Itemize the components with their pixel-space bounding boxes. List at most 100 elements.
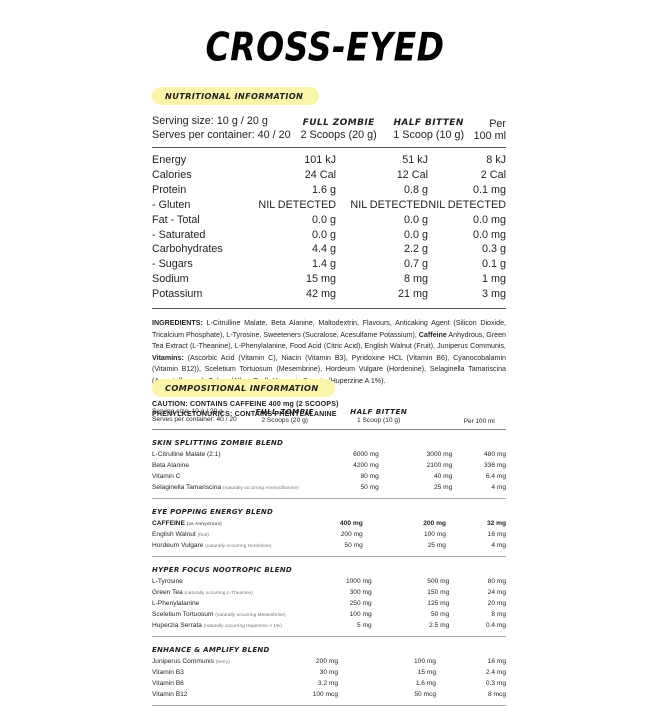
blend-value-half-bitten: 25 mg — [433, 484, 453, 491]
blend-value-full-zombie: 100 mcg — [312, 691, 338, 698]
blend-ingredient-cell: Beta Alanine — [152, 461, 299, 472]
blend-divider — [152, 636, 506, 637]
compositional-serving-header: Serving size: 10 g / 20 g Serves per con… — [152, 407, 506, 425]
table-row: Juniperus Communis (berry) 200 mg 100 mg 16… — [152, 657, 506, 668]
blend-value-half-bitten: 2.5 mg — [429, 622, 450, 629]
blend-value-full-zombie: 5 mg — [356, 622, 372, 629]
compositional-information-badge: COMPOSITIONAL INFORMATION — [152, 379, 335, 397]
nutritional-serves-per-container: Serves per container: 40 / 20 — [152, 128, 291, 141]
nutrient-name: - Sugars — [152, 258, 193, 271]
blend-value-full-zombie: 30 mg — [319, 669, 338, 676]
blend-value-full-zombie: 80 mg — [360, 473, 379, 480]
blend-value-full-zombie: 3.2 mg — [317, 680, 338, 687]
blend-ingredient-note: (naturally occurring Amentoflavone) — [223, 485, 299, 490]
blend-value-half-bitten: 50 mg — [430, 611, 450, 618]
table-row: Green Tea (naturally occurring L-Theanin… — [152, 588, 506, 599]
page-title: CROSS-EYED — [205, 24, 445, 71]
nutrient-value-per-100ml: 3 mg — [481, 288, 506, 301]
table-row: Sceletium Tortuosum (naturally occurring… — [152, 610, 506, 621]
nutrient-value-full-zombie: NIL DETECTED — [258, 198, 336, 211]
nutrient-name: Potassium — [152, 288, 203, 301]
blend-title: EYE POPPING ENERGY BLEND — [152, 508, 274, 516]
table-row: Vitamin C 80 mg 40 mg 6.4 mg — [152, 472, 506, 483]
blend-ingredient-cell: Vitamin B12 — [152, 690, 230, 701]
blend-ingredient-name: Vitamin C — [152, 473, 181, 480]
blend-ingredient-name: CAFFEINE — [152, 520, 185, 527]
compositional-serving-size: Serving size: 10 g / 20 g — [152, 407, 223, 415]
blend-value-full-zombie: 4200 mg — [353, 462, 379, 469]
table-row: L-Citrulline Malate (2:1) 6000 mg 3000 mg 4… — [152, 450, 506, 461]
table-row: Sodium 15 mg 8 mg 1 mg — [152, 273, 506, 288]
blend-value-half-bitten: 2100 mg — [426, 462, 453, 469]
blend-value-half-bitten: 100 mg — [413, 658, 436, 665]
blend-ingredient-name: L-Phenylalanine — [152, 600, 200, 607]
blend-value-full-zombie: 200 mg — [316, 658, 338, 665]
table-row: CAFFEINE (as Anhydrous) 400 mg 200 mg 32 mg — [152, 519, 506, 530]
nutritional-top-rule — [152, 147, 506, 148]
blend-value-full-zombie: 50 mg — [360, 484, 379, 491]
blend-ingredient-name: Vitamin B12 — [152, 691, 188, 698]
blend-ingredient-cell: CAFFEINE (as Anhydrous) — [152, 519, 271, 530]
blend-table: L-Citrulline Malate (2:1) 6000 mg 3000 mg 4… — [152, 450, 506, 494]
blend-value-full-zombie: 50 mg — [344, 542, 363, 549]
blend-title: ENHANCE & AMPLIFY BLEND — [152, 646, 270, 654]
blend-ingredient-cell: L-Citrulline Malate (2:1) — [152, 450, 299, 461]
caution-block: CAUTION: CONTAINS CAFFEINE 400 mg (2 SCO… — [152, 399, 506, 420]
blend-ingredient-name: Sceletium Tortuosum — [152, 611, 214, 618]
blend-ingredient-name: Beta Alanine — [152, 462, 190, 469]
blend-list: SKIN SPLITTING ZOMBIE BLEND L-Citrulline … — [152, 439, 506, 706]
blend-ingredient-name: English Walnut — [152, 531, 196, 538]
nutrient-value-full-zombie: 1.4 g — [311, 258, 336, 271]
blend-value-full-zombie: 200 mg — [340, 531, 363, 538]
table-row: Huperzia Serrata (naturally occurring Hu… — [152, 621, 506, 632]
blend-value-half-bitten: 1.6 mg — [415, 680, 436, 687]
nutrient-value-per-100ml: 2 Cal — [480, 168, 506, 181]
table-row: - Gluten NIL DETECTED NIL DETECTED NIL DETE… — [152, 199, 506, 214]
nutrient-name: Carbohydrates — [152, 243, 223, 256]
compositional-column-per-100ml: Per 100 ml — [463, 418, 495, 425]
compositional-column-half-bitten: HALF BITTEN 1 Scoop (10 g) — [333, 407, 425, 425]
nutrient-name: Protein — [152, 183, 187, 196]
blend-value-half-bitten: 25 mg — [427, 542, 446, 549]
nutrient-name: Sodium — [152, 273, 189, 286]
blend-value-per-100ml: 4 mg — [491, 484, 506, 491]
blend-value-half-bitten: 40 mg — [433, 473, 453, 480]
nutrient-name: - Gluten — [152, 198, 191, 211]
comp-column-sub-half-bitten: 1 Scoop (10 g) — [357, 417, 401, 424]
nutritional-information-panel: NUTRITIONAL INFORMATION Serving size: 10… — [152, 86, 506, 420]
blend-section: HYPER FOCUS NOOTROPIC BLEND L-Tyrosine 100… — [152, 566, 506, 637]
blend-value-per-100ml: 16 mg — [487, 658, 506, 665]
table-row: Fat - Total 0.0 g 0.0 g 0.0 mg — [152, 214, 506, 229]
nutritional-serving-header: Serving size: 10 g / 20 g Serves per con… — [152, 115, 506, 142]
blend-section: SKIN SPLITTING ZOMBIE BLEND L-Citrulline … — [152, 439, 506, 499]
blend-value-full-zombie: 100 mg — [349, 611, 372, 618]
blend-value-half-bitten: 3000 mg — [426, 451, 453, 458]
blend-value-per-100ml: 32 mg — [486, 520, 506, 527]
blend-value-full-zombie: 300 mg — [349, 589, 372, 596]
table-row: L-Phenylalanine 250 mg 125 mg 20 mg — [152, 599, 506, 610]
compositional-top-rule — [152, 429, 506, 430]
blend-divider — [152, 498, 506, 499]
nutrient-value-full-zombie: 42 mg — [305, 288, 336, 301]
blend-ingredient-note: (fruit) — [197, 532, 210, 537]
nutrient-value-full-zombie: 4.4 g — [311, 243, 336, 256]
blend-ingredient-cell: L-Tyrosine — [152, 577, 286, 588]
nutrient-value-half-bitten: 0.0 g — [403, 213, 428, 226]
blend-value-half-bitten: 15 mg — [417, 669, 436, 676]
column-title-half-bitten: HALF BITTEN — [393, 117, 464, 128]
table-row: Vitamin B12 100 mcg 50 mcg 8 mcg — [152, 690, 506, 701]
nutrient-value-per-100ml: 0.0 mg — [472, 228, 506, 241]
nutritional-serving-info: Serving size: 10 g / 20 g Serves per con… — [152, 115, 291, 142]
blend-ingredient-note: (naturally occurring Huperzine A 1%) — [203, 623, 282, 628]
nutrition-facts-table: Energy 101 kJ 51 kJ 8 kJ Calories 24 Cal 12 Ca… — [152, 154, 506, 303]
nutrient-value-per-100ml: 8 kJ — [486, 154, 506, 166]
table-row: Protein 1.6 g 0.8 g 0.1 mg — [152, 184, 506, 199]
nutrient-value-full-zombie: 0.0 g — [311, 228, 336, 241]
column-title-full-zombie: FULL ZOMBIE — [302, 117, 375, 128]
comp-column-title-half-bitten: HALF BITTEN — [350, 407, 408, 416]
nutritional-bottom-rule — [152, 308, 506, 310]
blend-title: SKIN SPLITTING ZOMBIE BLEND — [152, 439, 284, 447]
nutrient-value-full-zombie: 15 mg — [305, 273, 336, 286]
nutrient-value-half-bitten: NIL DETECTED — [350, 198, 428, 211]
nutritional-column-full-zombie: FULL ZOMBIE 2 Scoops (20 g) — [291, 117, 387, 143]
